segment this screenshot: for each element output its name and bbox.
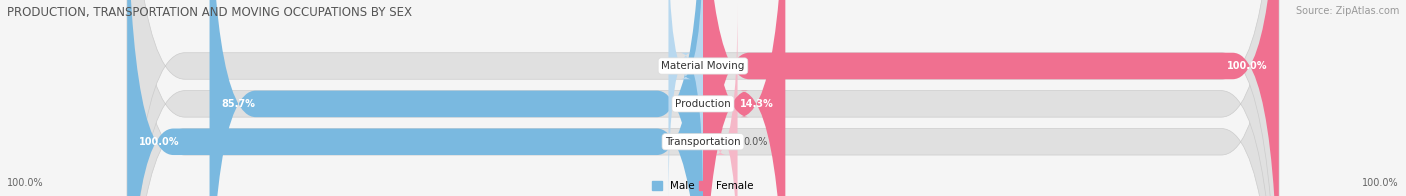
Text: 0.0%: 0.0% (744, 137, 768, 147)
FancyBboxPatch shape (703, 0, 1279, 196)
FancyBboxPatch shape (127, 0, 1279, 196)
Text: PRODUCTION, TRANSPORTATION AND MOVING OCCUPATIONS BY SEX: PRODUCTION, TRANSPORTATION AND MOVING OC… (7, 6, 412, 19)
Text: 100.0%: 100.0% (1227, 61, 1267, 71)
Text: Source: ZipAtlas.com: Source: ZipAtlas.com (1295, 6, 1399, 16)
Text: 100.0%: 100.0% (139, 137, 179, 147)
Text: 85.7%: 85.7% (221, 99, 254, 109)
Text: 100.0%: 100.0% (1362, 178, 1399, 188)
Text: Material Moving: Material Moving (661, 61, 745, 71)
FancyBboxPatch shape (668, 0, 703, 196)
FancyBboxPatch shape (127, 0, 1279, 196)
Text: Production: Production (675, 99, 731, 109)
FancyBboxPatch shape (127, 0, 703, 196)
FancyBboxPatch shape (209, 0, 703, 196)
Text: 100.0%: 100.0% (7, 178, 44, 188)
Text: 14.3%: 14.3% (740, 99, 773, 109)
FancyBboxPatch shape (703, 4, 738, 196)
FancyBboxPatch shape (703, 0, 786, 196)
Legend: Male, Female: Male, Female (652, 181, 754, 191)
Text: 0.0%: 0.0% (673, 61, 697, 71)
FancyBboxPatch shape (127, 0, 1279, 196)
Text: Transportation: Transportation (665, 137, 741, 147)
